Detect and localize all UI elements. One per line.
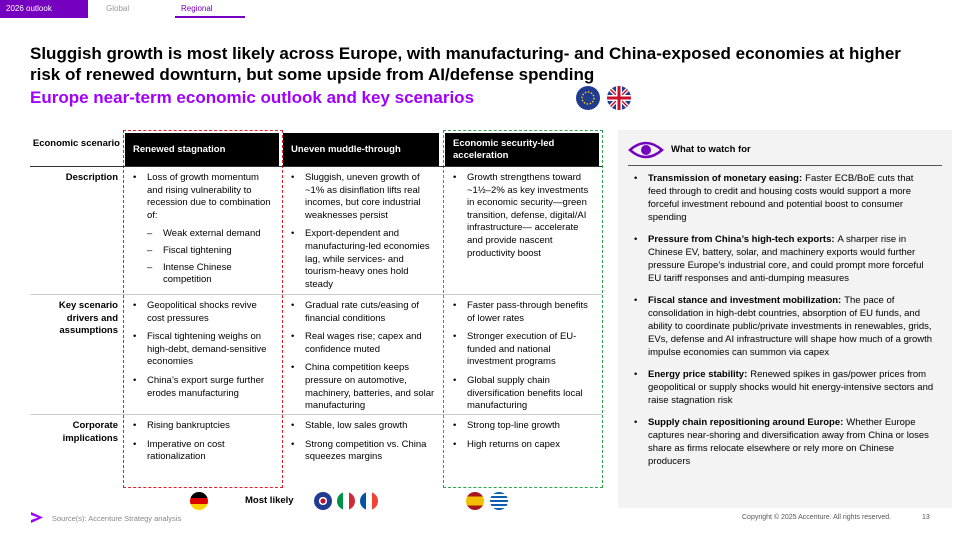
copyright: Copyright © 2025 Accenture. All rights r… (742, 514, 892, 521)
row-separator (30, 294, 602, 295)
likely-frame (123, 130, 283, 488)
bullet: Real wages rise; capex and confidence mu… (291, 331, 435, 356)
cell: Stable, low sales growth Strong competiti… (283, 416, 441, 470)
flag (466, 492, 484, 510)
flag (314, 492, 332, 510)
bullet: Fiscal tightening weighs on high-debt, d… (133, 331, 275, 369)
bullet: Faster pass-through benefits of lower ra… (453, 300, 595, 325)
watch-item: Fiscal stance and investment mobilizatio… (634, 294, 934, 359)
watch-item: Supply chain repositioning around Europe… (634, 416, 934, 468)
cell: Strong top-line growth High returns on ca… (445, 416, 601, 457)
bullet: China’s export surge further erodes manu… (133, 375, 275, 400)
flag (190, 492, 208, 510)
bullet: Strong competition vs. China squeezes ma… (291, 439, 435, 464)
watch-lead: Fiscal stance and investment mobilizatio… (648, 295, 842, 306)
eye-icon (628, 141, 664, 159)
row-label: Description (65, 172, 118, 183)
row-separator (30, 414, 602, 415)
region-flags (576, 86, 631, 110)
cell: Faster pass-through benefits of lower ra… (445, 296, 601, 419)
watch-lead: Transmission of monetary easing: (648, 173, 803, 184)
cell: Rising bankruptcies Imperative on cost ra… (125, 416, 281, 470)
flag (490, 492, 508, 510)
bullet: Global supply chain diversification bene… (453, 375, 595, 413)
row-label: Key scenario drivers and assumptions (58, 300, 118, 337)
sub-bullet: Weak external demand (133, 228, 275, 241)
divider (628, 165, 942, 166)
flag (337, 492, 355, 510)
watch-text: A sharper rise in Chinese EV, battery, s… (648, 234, 924, 284)
upside-frame (443, 130, 603, 488)
watch-text: Faster ECB/BoE cuts that feed through to… (648, 173, 914, 223)
bullet: High returns on capex (453, 439, 595, 452)
bullet: Imperative on cost rationalization (133, 439, 275, 464)
page-number: 13 (922, 514, 930, 521)
flag (360, 492, 378, 510)
column-header: Economic security-led acceleration (445, 133, 599, 166)
bullet: Rising bankruptcies (133, 420, 275, 433)
sub-bullet: Intense Chinese competition (133, 262, 275, 287)
bullet: Gradual rate cuts/easing of financial co… (291, 300, 435, 325)
title: Sluggish growth is most likely across Eu… (30, 44, 901, 84)
subtitle: Europe near-term economic outlook and ke… (30, 88, 475, 107)
bullet: Stronger execution of EU-funded and nati… (453, 331, 595, 369)
cell: Gradual rate cuts/easing of financial co… (283, 296, 441, 419)
watch-text: Whether Europe captures near-shoring and… (648, 417, 929, 467)
bullet: Export-dependent and manufacturing-led e… (291, 228, 435, 291)
cell: Geopolitical shocks revive cost pressure… (125, 296, 281, 406)
watch-list: Transmission of monetary easing:Faster E… (634, 172, 934, 477)
tab[interactable]: 2026 outlook (0, 0, 88, 18)
row-label: Corporate implications (62, 420, 118, 444)
row-separator (30, 166, 602, 167)
watch-title: What to watch for (671, 144, 751, 155)
watch-lead: Energy price stability: (648, 369, 748, 380)
bullet: Growth strengthens toward ~1½–2% as key … (453, 172, 595, 260)
watch-lead: Pressure from China’s high-tech exports: (648, 234, 835, 245)
tab[interactable]: Global (106, 4, 130, 13)
source: Source(s): Accenture Strategy analysis (52, 514, 182, 523)
bullet: Loss of growth momentum and rising vulne… (133, 172, 275, 222)
watch-panel: What to watch for Transmission of moneta… (618, 130, 952, 508)
bullet: China competition keeps pressure on auto… (291, 362, 435, 412)
most-likely: Most likely (245, 495, 294, 506)
bullet: Stable, low sales growth (291, 420, 435, 433)
watch-item: Energy price stability:Renewed spikes in… (634, 368, 934, 407)
bullet: Geopolitical shocks revive cost pressure… (133, 300, 275, 325)
watch-item: Pressure from China’s high-tech exports:… (634, 233, 934, 285)
logo (31, 512, 43, 523)
bullet: Strong top-line growth (453, 420, 595, 433)
cell: Loss of growth momentum and rising vulne… (125, 168, 281, 291)
column-header: Uneven muddle-through (283, 133, 439, 166)
sub-bullet: Fiscal tightening (133, 245, 275, 258)
column-header: Renewed stagnation (125, 133, 279, 166)
tab[interactable]: Regional (175, 0, 245, 18)
watch-item: Transmission of monetary easing:Faster E… (634, 172, 934, 224)
watch-text: Renewed spikes in gas/power prices from … (648, 369, 934, 406)
cell: Sluggish, uneven growth of ~1% as disinf… (283, 168, 441, 297)
watch-text: The pace of consolidation in high-debt c… (648, 295, 933, 358)
watch-lead: Supply chain repositioning around Europe… (648, 417, 844, 428)
bullet: Sluggish, uneven growth of ~1% as disinf… (291, 172, 435, 222)
corner-label: Economic scenario (32, 138, 120, 149)
cell: Growth strengthens toward ~1½–2% as key … (445, 168, 601, 266)
